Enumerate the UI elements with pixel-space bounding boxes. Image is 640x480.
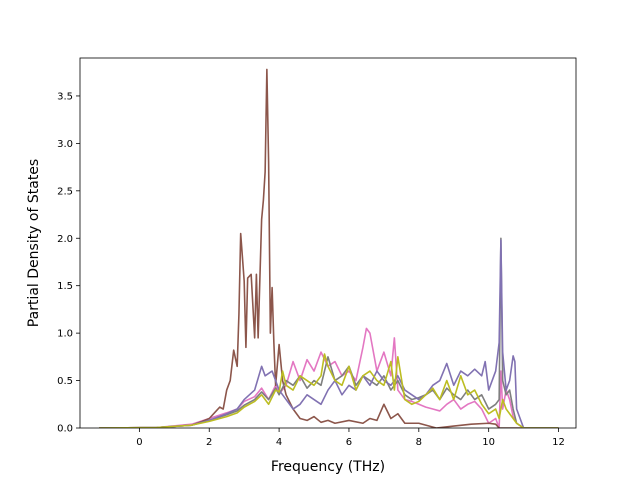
y-tick-label: 0.0	[57, 424, 73, 435]
series-line-2	[99, 237, 559, 428]
y-tick-label: 3.0	[57, 139, 73, 150]
x-tick-label: 4	[276, 437, 282, 448]
x-tick-label: 0	[136, 437, 142, 448]
y-tick-label: 2.5	[57, 186, 73, 197]
x-tick-label: 10	[482, 437, 495, 448]
y-tick-label: 1.0	[57, 329, 73, 340]
x-axis-label: Frequency (THz)	[271, 459, 385, 475]
x-tick-label: 2	[206, 437, 212, 448]
plot-frame	[79, 57, 577, 429]
series-line-3	[99, 239, 559, 428]
y-tick-label: 2.0	[57, 234, 73, 245]
x-tick-label: 12	[552, 437, 565, 448]
y-tick-label: 1.5	[57, 281, 73, 292]
x-tick-label: 8	[416, 437, 422, 448]
series-line-4	[99, 353, 559, 428]
y-axis-label: Partial Density of States	[26, 159, 42, 327]
x-tick-label: 6	[346, 437, 352, 448]
y-tick-label: 3.5	[57, 91, 73, 102]
x-axis-ticks: 0 2 4 6 8 10 12	[136, 428, 565, 448]
y-axis-ticks: 0.0 0.5 1.0 1.5 2.0 2.5 3.0 3.5	[57, 91, 80, 435]
y-tick-label: 0.5	[57, 376, 73, 387]
